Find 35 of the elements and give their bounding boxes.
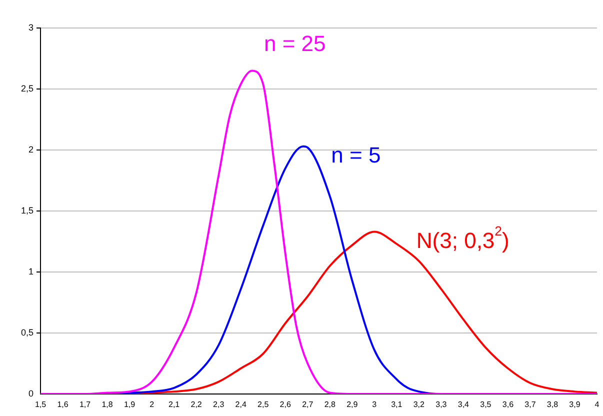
x-tick-label: 3,9	[569, 400, 581, 410]
series-label: n = 25	[264, 30, 326, 56]
x-tick-label: 2	[150, 400, 155, 410]
y-tick-label: 3	[28, 22, 34, 32]
x-tick-label: 3,8	[546, 400, 559, 410]
x-tick-label: 2,7	[302, 400, 314, 410]
x-tick-label: 2,6	[280, 400, 292, 410]
y-tick-label: 0,5	[20, 327, 34, 338]
x-tick-label: 2,9	[346, 400, 358, 410]
x-tick-label: 2,8	[324, 400, 336, 410]
x-tick-label: 1,6	[57, 400, 69, 410]
x-tick-label: 1,8	[102, 400, 114, 410]
x-tick-label: 2,1	[168, 400, 180, 410]
y-tick-label: 1	[28, 266, 34, 276]
x-tick-label: 2,2	[190, 400, 202, 410]
series-label: n = 5	[331, 142, 381, 168]
x-tick-label: 1,7	[79, 400, 92, 410]
x-tick-label: 2,3	[213, 400, 225, 410]
x-tick-label: 1,9	[124, 400, 136, 410]
x-tick-label: 3,6	[502, 400, 514, 410]
x-tick-label: 1,5	[34, 400, 47, 410]
x-tick-label: 3,5	[480, 400, 492, 410]
y-tick-label: 1,5	[20, 205, 34, 216]
x-tick-label: 3,1	[391, 400, 403, 410]
y-tick-label: 2	[28, 144, 34, 154]
x-tick-label: 2,5	[258, 400, 270, 410]
x-tick-label: 4	[594, 400, 600, 410]
y-tick-label: 0	[28, 388, 34, 398]
x-tick-label: 3,4	[458, 400, 470, 410]
x-tick-label: 3,7	[524, 400, 536, 410]
x-tick-label: 3,2	[413, 400, 426, 410]
x-tick-label: 3,3	[436, 400, 448, 410]
y-tick-label: 2,5	[20, 83, 34, 94]
x-tick-label: 2,4	[235, 400, 247, 410]
x-tick-label: 3	[372, 400, 378, 410]
